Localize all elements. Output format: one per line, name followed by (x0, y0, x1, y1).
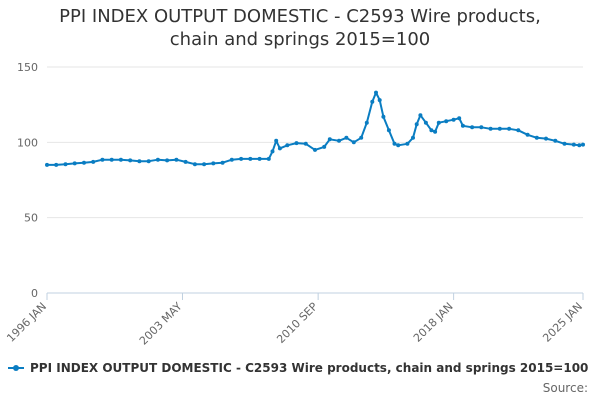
data-point (433, 129, 438, 134)
x-tick-label: 2025 JAN (540, 300, 585, 345)
data-point (174, 157, 179, 162)
data-point (370, 99, 375, 104)
data-point (322, 144, 327, 149)
y-tick-label: 150 (17, 61, 38, 74)
data-point (460, 123, 465, 128)
data-point (63, 162, 68, 167)
data-point (405, 141, 410, 146)
data-point (497, 126, 502, 131)
data-point (229, 157, 234, 162)
y-tick-labels: 0 50 100 150 (17, 61, 38, 300)
data-point (571, 142, 576, 147)
data-point (128, 158, 133, 163)
data-point (45, 162, 49, 167)
series-line (47, 91, 584, 166)
data-point (165, 158, 170, 163)
data-point (257, 156, 262, 161)
data-point (192, 162, 197, 167)
data-point (444, 119, 449, 124)
data-point (54, 162, 59, 167)
data-point (100, 157, 105, 162)
x-tick-labels: 1996 JAN 2003 MAY 2010 SEP 2018 JAN 2025 JAN (4, 300, 585, 348)
data-point (72, 161, 77, 166)
x-tick-label: 1996 JAN (4, 300, 49, 345)
data-point (285, 143, 290, 148)
data-point (392, 141, 397, 146)
data-point (359, 135, 364, 140)
data-point (266, 156, 271, 161)
data-point (155, 157, 160, 162)
legend[interactable]: PPI INDEX OUTPUT DOMESTIC - C2593 Wire p… (8, 361, 588, 375)
data-point (220, 160, 225, 165)
data-point (270, 149, 275, 154)
data-point (429, 128, 434, 133)
data-point (91, 159, 96, 164)
data-point (562, 141, 567, 146)
data-point (516, 128, 521, 133)
data-point (294, 141, 299, 146)
data-point (418, 113, 423, 118)
data-point (581, 142, 585, 147)
data-point (534, 135, 539, 140)
data-point (577, 143, 582, 148)
y-tick-label: 50 (24, 212, 38, 225)
data-point (351, 140, 356, 145)
data-point (553, 138, 558, 143)
data-point (411, 135, 415, 140)
data-point (239, 156, 244, 161)
chart-title-line-2: chain and springs 2015=100 (169, 29, 431, 50)
series-points (45, 90, 585, 167)
data-point (277, 146, 282, 151)
data-point (479, 125, 484, 130)
data-point (303, 141, 308, 146)
data-point (436, 120, 441, 125)
series-path (47, 91, 584, 166)
data-point (109, 157, 114, 162)
data-point (183, 159, 188, 164)
data-point (414, 122, 419, 127)
data-point (507, 126, 512, 131)
data-point (525, 132, 530, 137)
x-tick-label: 2003 MAY (137, 300, 185, 348)
data-point (377, 98, 382, 103)
x-axis (46, 292, 584, 300)
y-tick-label: 0 (31, 287, 38, 300)
data-point (337, 138, 341, 143)
x-tick-label: 2010 SEP (274, 300, 320, 346)
data-point (544, 136, 548, 141)
data-point (274, 138, 279, 143)
data-point (451, 117, 456, 122)
data-point (146, 159, 151, 164)
x-tick-label: 2018 JAN (411, 300, 456, 345)
data-point (211, 161, 216, 166)
data-point (137, 159, 142, 164)
data-point (396, 143, 401, 148)
data-point (457, 116, 462, 121)
data-point (313, 147, 317, 152)
chart-title-line-1: PPI INDEX OUTPUT DOMESTIC - C2593 Wire p… (59, 6, 541, 27)
data-point (423, 120, 428, 125)
data-point (488, 126, 493, 131)
legend-line-marker-icon (8, 362, 24, 374)
chart-title: PPI INDEX OUTPUT DOMESTIC - C2593 Wire p… (0, 5, 600, 51)
data-point (364, 120, 369, 125)
data-point (386, 128, 391, 133)
data-point (381, 114, 386, 119)
data-point (248, 156, 253, 161)
y-gridlines (47, 66, 583, 219)
data-point (82, 160, 86, 165)
data-point (118, 157, 123, 162)
source-label: Source: (542, 381, 588, 395)
legend-label: PPI INDEX OUTPUT DOMESTIC - C2593 Wire p… (30, 361, 589, 375)
data-point (470, 125, 475, 130)
data-point (344, 135, 349, 140)
data-point (202, 162, 207, 167)
y-tick-label: 100 (17, 136, 38, 149)
data-point (327, 137, 332, 142)
data-point (374, 90, 378, 95)
